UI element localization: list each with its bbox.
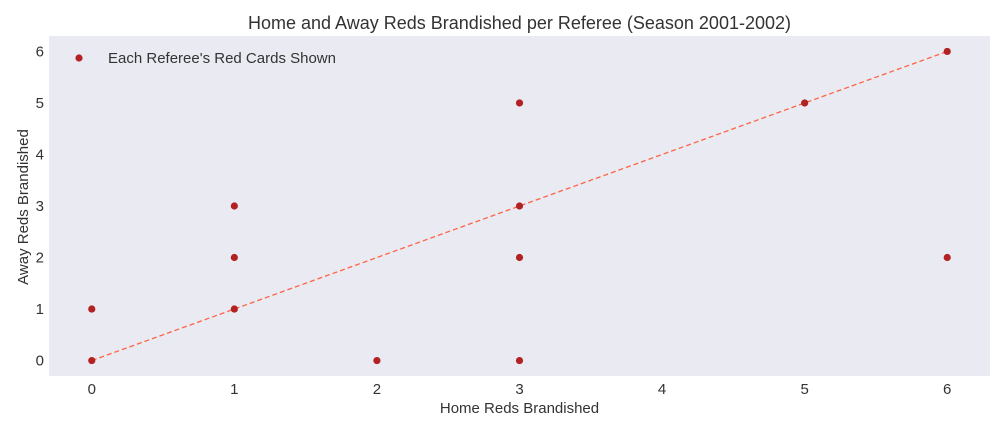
x-axis-label: Home Reds Brandished bbox=[440, 400, 599, 417]
x-tick-label: 1 bbox=[230, 381, 238, 398]
data-point bbox=[230, 202, 238, 210]
x-tick-label: 0 bbox=[88, 381, 96, 398]
chart-title: Home and Away Reds Brandished per Refere… bbox=[248, 13, 791, 33]
data-point bbox=[943, 253, 951, 262]
y-tick-label: 5 bbox=[36, 95, 44, 112]
data-point bbox=[515, 99, 524, 107]
data-point bbox=[88, 356, 96, 365]
y-tick-label: 4 bbox=[36, 146, 44, 163]
data-point bbox=[230, 305, 238, 313]
legend-marker bbox=[75, 54, 83, 62]
data-point bbox=[515, 253, 524, 262]
y-tick-label: 1 bbox=[36, 301, 44, 318]
legend: Each Referee's Red Cards Shown bbox=[75, 50, 336, 67]
x-tick-label: 6 bbox=[943, 381, 951, 398]
data-point bbox=[373, 356, 381, 365]
data-point bbox=[88, 305, 96, 313]
data-point bbox=[943, 47, 951, 56]
y-tick-label: 0 bbox=[36, 353, 44, 370]
data-point bbox=[515, 356, 524, 365]
x-tick-label: 3 bbox=[515, 381, 523, 398]
y-tick-label: 2 bbox=[36, 250, 44, 267]
y-axis-label: Away Reds Brandished bbox=[15, 129, 32, 285]
y-tick-label: 3 bbox=[36, 198, 44, 215]
legend-label: Each Referee's Red Cards Shown bbox=[108, 50, 336, 67]
data-point bbox=[230, 253, 238, 262]
x-tick-label: 5 bbox=[800, 381, 808, 398]
data-point bbox=[515, 202, 524, 210]
x-tick-label: 4 bbox=[658, 381, 666, 398]
y-tick-label: 6 bbox=[36, 43, 44, 60]
data-point bbox=[801, 99, 809, 107]
x-tick-label: 2 bbox=[373, 381, 381, 398]
